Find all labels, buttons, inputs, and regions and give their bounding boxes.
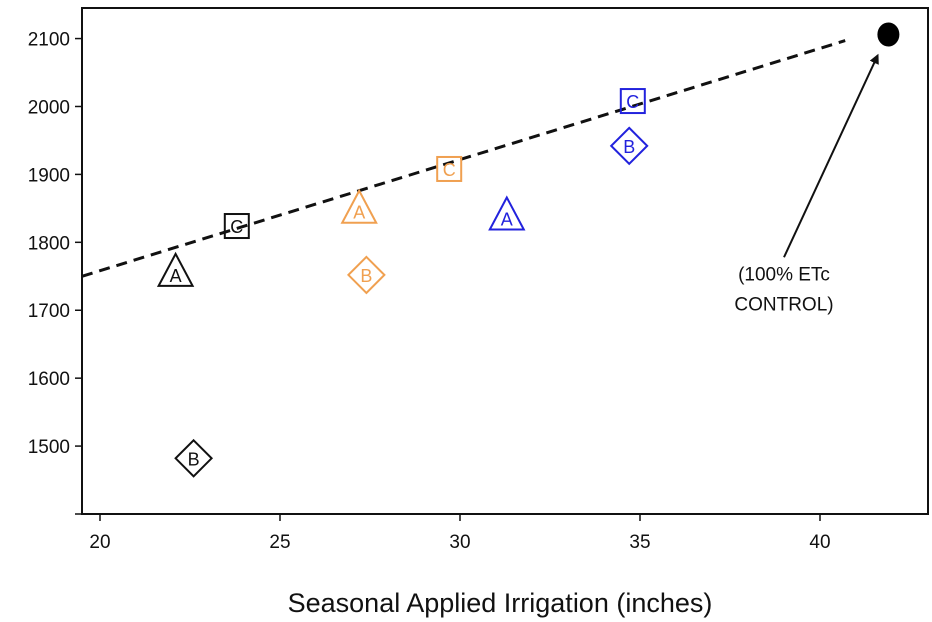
data-point-square: C bbox=[223, 213, 250, 240]
data-point-diamond: B bbox=[174, 438, 214, 478]
annotation-arrow bbox=[783, 53, 879, 258]
y-tick-label: 2000 bbox=[28, 97, 70, 118]
x-tick-label: 35 bbox=[629, 532, 650, 553]
triangle-marker bbox=[340, 188, 378, 224]
y-tick-label: 1500 bbox=[28, 437, 70, 458]
marker-letter: C bbox=[230, 217, 243, 237]
trend-line bbox=[81, 39, 846, 278]
y-tick-label: 1700 bbox=[28, 301, 70, 322]
triangle-marker bbox=[156, 251, 195, 287]
square-marker bbox=[619, 88, 646, 115]
plot-frame bbox=[81, 7, 929, 515]
data-point-diamond: B bbox=[346, 255, 386, 295]
x-tick-label: 40 bbox=[809, 532, 830, 553]
y-tick-label: 1800 bbox=[28, 233, 70, 254]
data-point-triangle: A bbox=[156, 251, 195, 287]
annotation-text: (100% ETc bbox=[738, 264, 830, 285]
marker-letter: B bbox=[360, 266, 372, 286]
data-point-square: C bbox=[619, 88, 646, 115]
diamond-marker bbox=[174, 438, 214, 478]
x-axis-title: Seasonal Applied Irrigation (inches) bbox=[288, 588, 713, 618]
circle-marker bbox=[877, 22, 900, 47]
data-point-triangle: A bbox=[488, 195, 526, 231]
y-tick-label: 1600 bbox=[28, 369, 70, 390]
marker-letter: B bbox=[623, 137, 635, 157]
marker-letter: A bbox=[501, 210, 513, 230]
y-tick-label: 2100 bbox=[28, 30, 70, 51]
data-point-circle bbox=[877, 22, 900, 47]
diamond-marker bbox=[346, 255, 386, 295]
square-marker bbox=[223, 213, 250, 240]
data-point-diamond: B bbox=[609, 126, 649, 166]
diamond-marker bbox=[609, 126, 649, 166]
triangle-marker bbox=[488, 195, 526, 231]
marker-letter: A bbox=[353, 203, 365, 223]
marker-letter: B bbox=[188, 449, 200, 469]
data-point-triangle: A bbox=[340, 188, 378, 224]
marker-letter: A bbox=[170, 266, 182, 286]
marker-letter: C bbox=[626, 92, 639, 112]
annotation-text: CONTROL) bbox=[734, 294, 833, 315]
x-tick-label: 20 bbox=[89, 532, 110, 553]
marker-letter: C bbox=[443, 160, 456, 180]
y-tick-label: 1900 bbox=[28, 165, 70, 186]
x-tick-label: 30 bbox=[449, 532, 470, 553]
square-marker bbox=[436, 155, 463, 182]
x-tick-label: 25 bbox=[269, 532, 290, 553]
data-point-square: C bbox=[436, 155, 463, 182]
